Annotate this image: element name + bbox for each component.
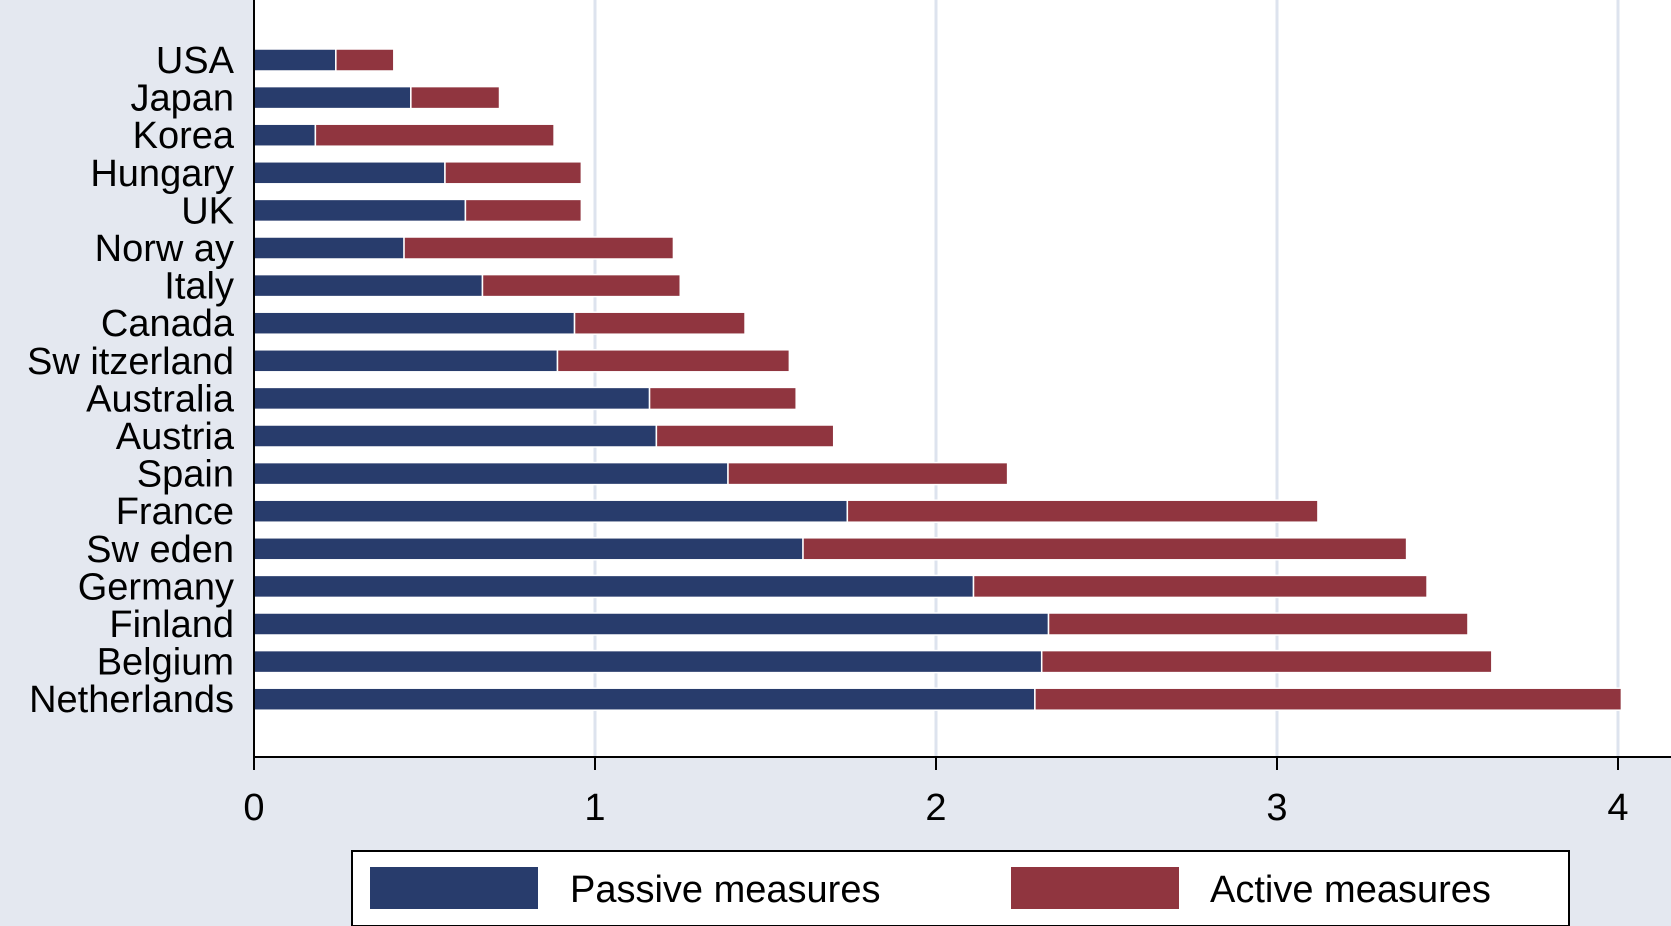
bar-active bbox=[464, 198, 583, 223]
category-label: Canada bbox=[101, 303, 235, 345]
x-tick-label: 1 bbox=[584, 787, 605, 829]
bar-passive bbox=[253, 349, 559, 373]
bar-passive bbox=[253, 649, 1043, 674]
bar-passive bbox=[253, 499, 849, 523]
bar-active bbox=[335, 48, 395, 72]
category-label: Netherlands bbox=[29, 679, 234, 721]
category-label: France bbox=[116, 491, 234, 533]
bar-active bbox=[481, 273, 681, 298]
bar-active bbox=[314, 123, 555, 147]
bar-active bbox=[802, 537, 1408, 561]
legend: Passive measures Active measures bbox=[351, 850, 1570, 926]
bar-active bbox=[556, 349, 791, 373]
category-label: Korea bbox=[133, 115, 235, 157]
bar-active bbox=[573, 311, 746, 335]
category-label: Germany bbox=[78, 566, 234, 608]
bar-passive bbox=[253, 85, 412, 110]
bars bbox=[253, 48, 1623, 711]
x-tick-label: 3 bbox=[1266, 787, 1287, 829]
bar-passive bbox=[253, 574, 975, 599]
bar-passive bbox=[253, 687, 1036, 711]
bar-active bbox=[972, 574, 1428, 599]
legend-label-active: Active measures bbox=[1210, 869, 1491, 911]
legend-label-passive: Passive measures bbox=[570, 869, 880, 911]
bar-passive bbox=[253, 236, 405, 260]
category-label: Japan bbox=[130, 78, 234, 120]
bar-active bbox=[846, 499, 1319, 523]
category-label: UK bbox=[181, 190, 234, 232]
bar-active bbox=[1034, 687, 1623, 711]
category-label: Spain bbox=[137, 454, 234, 496]
bar-active bbox=[403, 236, 675, 260]
bar-passive bbox=[253, 123, 317, 147]
bar-active bbox=[655, 424, 835, 448]
bar-passive bbox=[253, 198, 467, 223]
category-label: USA bbox=[156, 40, 235, 82]
category-label: Norw ay bbox=[95, 228, 234, 270]
bar-active bbox=[444, 161, 583, 185]
legend-swatch-passive bbox=[370, 867, 538, 909]
bar-active bbox=[1047, 612, 1469, 636]
bar-passive bbox=[253, 612, 1050, 636]
bar-active bbox=[1040, 649, 1493, 674]
bar-active bbox=[727, 461, 1009, 486]
bar-passive bbox=[253, 424, 658, 448]
category-label: Hungary bbox=[90, 153, 234, 195]
category-label: Finland bbox=[109, 604, 234, 646]
bar-passive bbox=[253, 273, 484, 298]
axes bbox=[253, 0, 1671, 758]
bar-passive bbox=[253, 386, 651, 411]
category-label: Belgium bbox=[97, 642, 234, 684]
legend-box bbox=[351, 850, 1570, 926]
category-label: Australia bbox=[86, 378, 235, 420]
plot-area-background bbox=[254, 0, 1671, 757]
category-label: Austria bbox=[116, 416, 235, 458]
x-tick-label: 2 bbox=[925, 787, 946, 829]
bar-passive bbox=[253, 161, 446, 185]
bar-active bbox=[648, 386, 797, 411]
bar-passive bbox=[253, 48, 337, 72]
legend-swatch-active bbox=[1011, 867, 1179, 909]
x-tick-label: 0 bbox=[243, 787, 264, 829]
category-label: Italy bbox=[164, 266, 234, 308]
bar-passive bbox=[253, 537, 804, 561]
bar-active bbox=[410, 85, 501, 110]
category-label: Sw eden bbox=[86, 529, 234, 571]
category-label: Sw itzerland bbox=[27, 341, 234, 383]
bar-passive bbox=[253, 311, 576, 335]
bar-passive bbox=[253, 461, 729, 486]
x-tick-label: 4 bbox=[1607, 787, 1628, 829]
x-axis-ticks: 0 1 2 3 4 bbox=[243, 757, 1629, 829]
